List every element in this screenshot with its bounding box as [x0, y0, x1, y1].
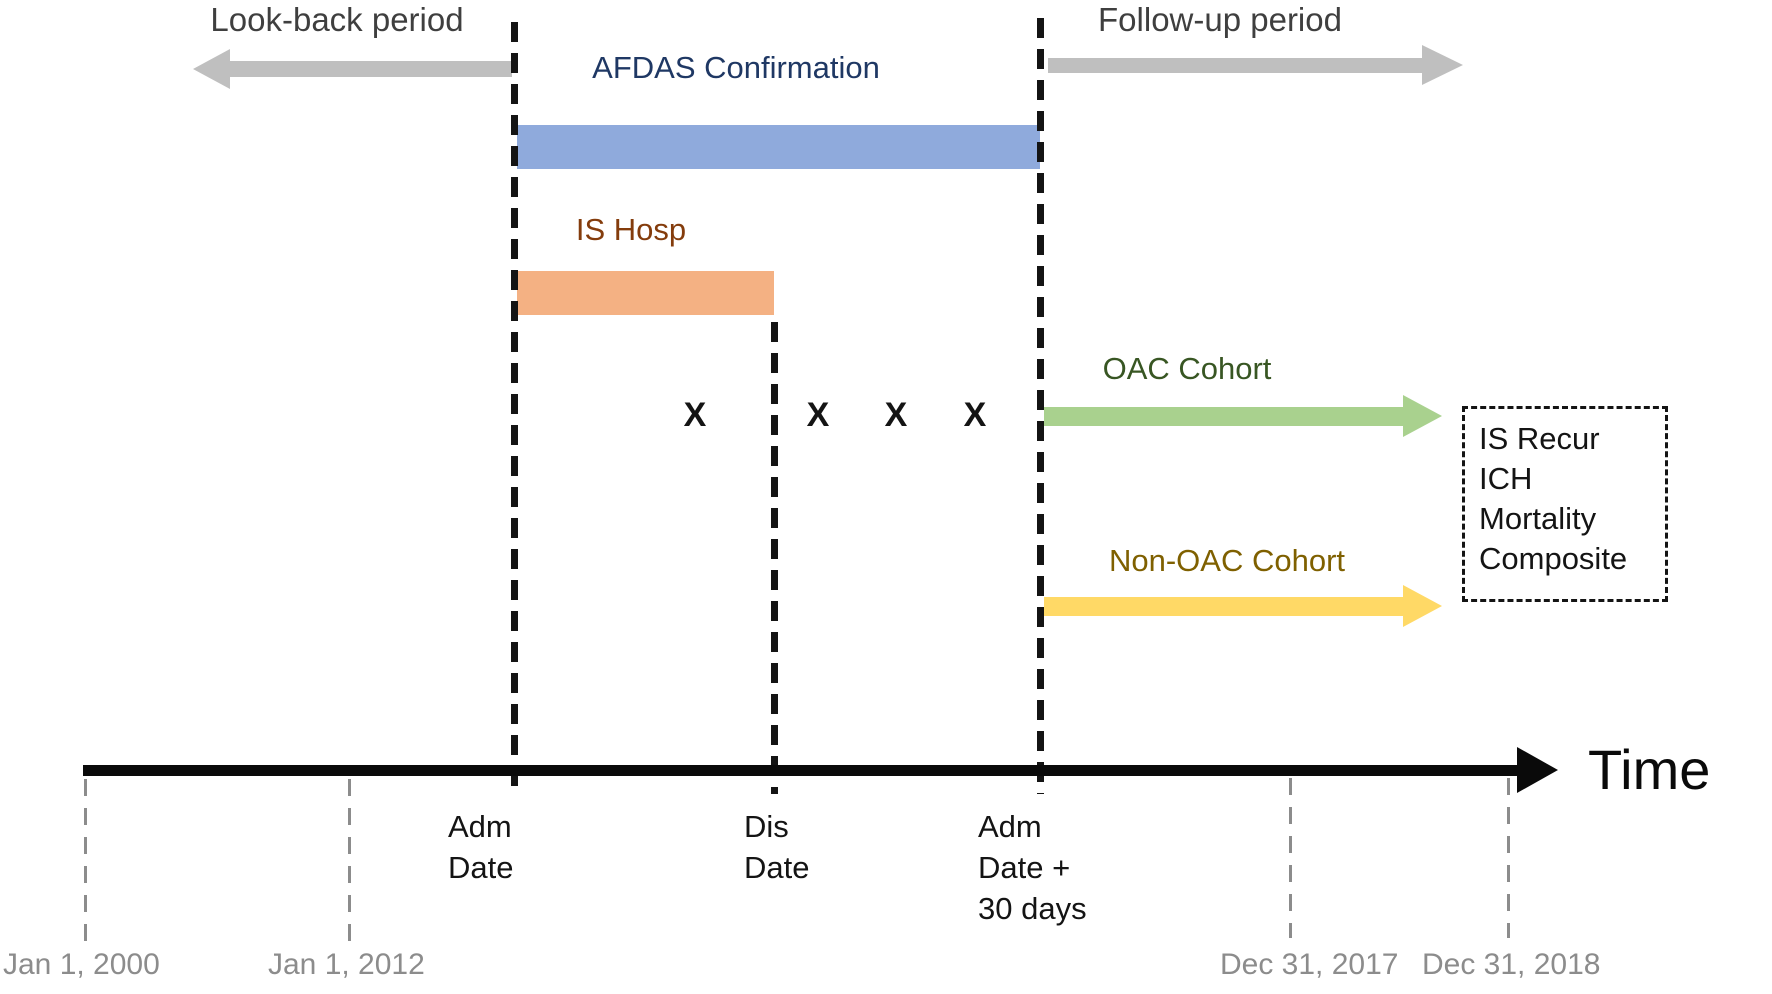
event-x-marker: X	[884, 396, 908, 434]
adm-date-plus-30-label: Adm Date + 30 days	[978, 809, 1087, 926]
afdas-confirmation-bar	[517, 125, 1040, 169]
dec-2017-dashed-line	[1289, 778, 1292, 938]
follow-up-period-label: Follow-up period	[1098, 1, 1342, 38]
date-dec-31-2017: Dec 31, 2017	[1220, 948, 1399, 981]
outcomes-box: IS Recur ICH Mortality Composite	[1462, 406, 1668, 602]
adm-date-label: Adm Date	[448, 809, 514, 885]
is-hosp-label: IS Hosp	[575, 212, 687, 247]
is-hosp-bar	[517, 271, 774, 315]
event-x-marker: X	[963, 396, 987, 434]
dis-date-label: Dis Date	[744, 809, 810, 885]
event-x-marker: X	[683, 396, 707, 434]
non-oac-cohort-label: Non-OAC Cohort	[1108, 543, 1346, 578]
date-jan-1-2012: Jan 1, 2012	[268, 948, 425, 981]
date-dec-31-2018: Dec 31, 2018	[1422, 948, 1601, 981]
oac-cohort-label: OAC Cohort	[1102, 351, 1272, 386]
adm-date-plus-30-dashed-line	[1037, 18, 1044, 794]
jan-2000-dashed-line	[84, 779, 87, 941]
time-axis-arrowhead-icon	[1517, 747, 1558, 793]
outcome-item: Mortality	[1479, 501, 1597, 536]
outcome-item: IS Recur	[1479, 421, 1600, 456]
adm-date-dashed-line	[511, 22, 518, 794]
event-x-marker: X	[806, 396, 830, 434]
date-jan-1-2000: Jan 1, 2000	[3, 948, 160, 981]
dis-date-dashed-line	[771, 322, 778, 794]
afdas-confirmation-label: AFDAS Confirmation	[592, 50, 880, 85]
look-back-period-label: Look-back period	[210, 1, 464, 38]
time-axis-label: Time	[1588, 738, 1711, 801]
outcome-item: ICH	[1479, 461, 1533, 496]
jan-2012-dashed-line	[348, 779, 351, 941]
outcome-item: Composite	[1479, 541, 1628, 576]
dec-2018-dashed-line	[1507, 778, 1510, 938]
